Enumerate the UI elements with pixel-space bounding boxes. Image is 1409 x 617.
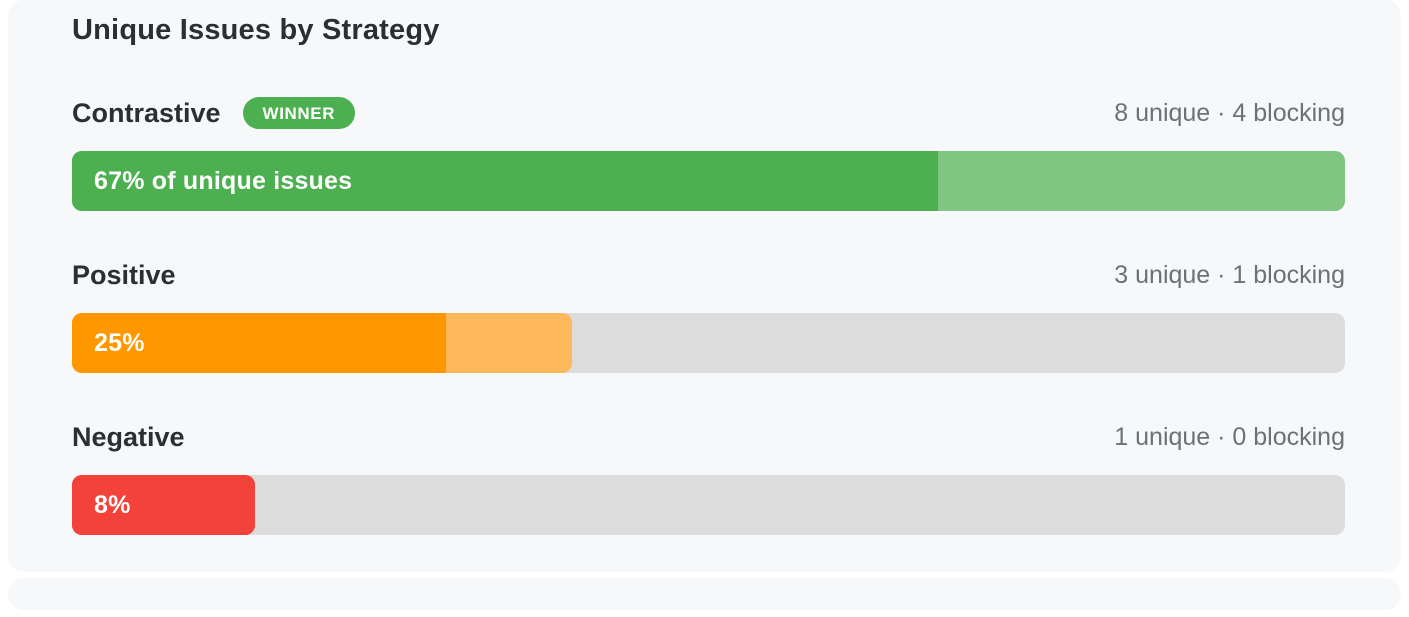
row-head: Contrastive WINNER 8 unique · 4 blocking [72, 94, 1345, 132]
winner-badge: WINNER [242, 97, 356, 129]
row-meta: 1 unique · 0 blocking [1114, 422, 1345, 451]
row-label: Contrastive [72, 97, 221, 128]
bar-fill-primary [72, 475, 256, 535]
row-meta: 3 unique · 1 blocking [1114, 260, 1345, 289]
next-card-strip [8, 578, 1401, 610]
bar-label: 8% [94, 491, 131, 519]
row-meta: 8 unique · 4 blocking [1114, 98, 1345, 127]
row-label: Negative [72, 421, 185, 452]
bar-track: 25% [72, 313, 1345, 373]
row-label: Positive [72, 259, 176, 290]
chart-title: Unique Issues by Strategy [72, 14, 440, 46]
unique-issues-card: Unique Issues by Strategy Contrastive WI… [8, 0, 1401, 572]
strategy-row: Negative 1 unique · 0 blocking 8% [72, 418, 1345, 535]
row-head: Negative 1 unique · 0 blocking [72, 418, 1345, 456]
strategy-row: Contrastive WINNER 8 unique · 4 blocking… [72, 94, 1345, 211]
bar-fill-primary [72, 313, 447, 373]
bar-label: 25% [94, 329, 145, 357]
bar-fill-primary [72, 151, 938, 211]
bar-track: 67% of unique issues [72, 151, 1345, 211]
bar-track: 8% [72, 475, 1345, 535]
row-head: Positive 3 unique · 1 blocking [72, 256, 1345, 294]
bar-label: 67% of unique issues [94, 167, 353, 195]
strategy-row: Positive 3 unique · 1 blocking 25% [72, 256, 1345, 373]
